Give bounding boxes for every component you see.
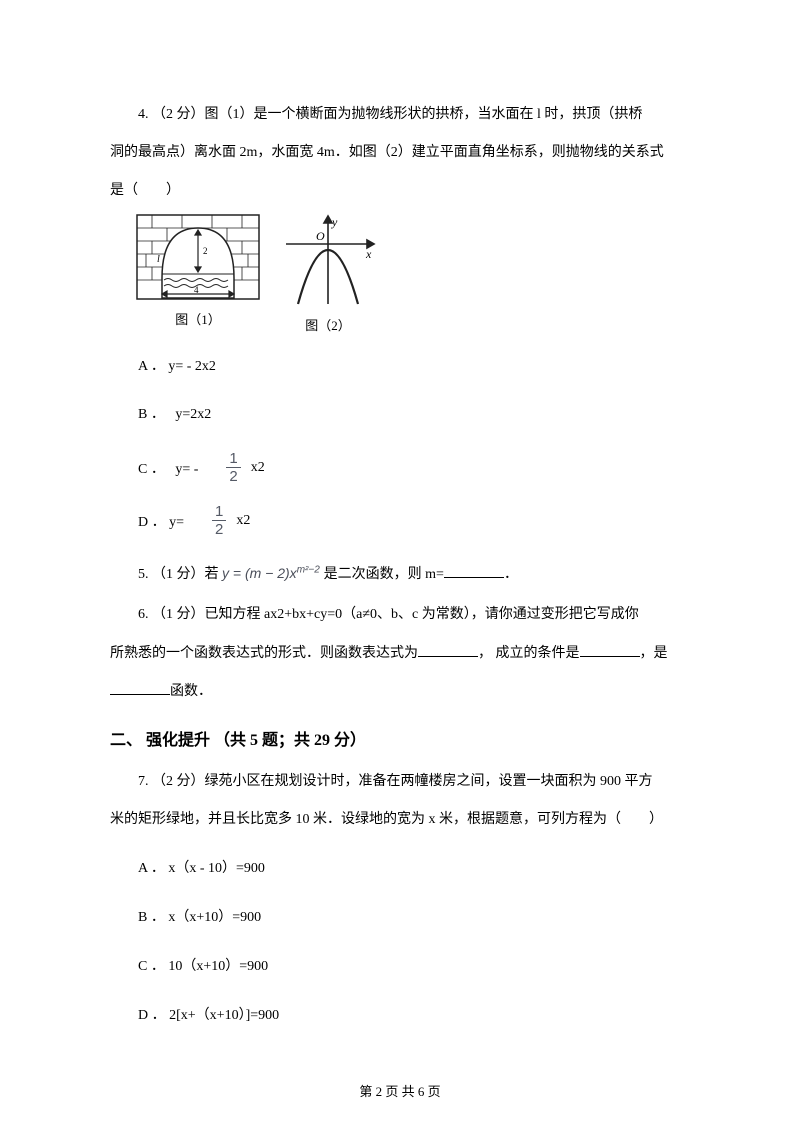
section-2-heading: 二、 强化提升 （共 5 题；共 29 分） (110, 726, 690, 750)
blank-input[interactable] (580, 643, 640, 657)
svg-text:x: x (365, 247, 372, 261)
q7-opt-a: A ． x（x - 10）=900 (110, 854, 690, 885)
q5-text: 5. （1 分）若 y = (m − 2)xm²−2 是二次函数，则 m= ． (110, 557, 690, 591)
q7-opt-c: C ． 10（x+10）=900 (110, 952, 690, 983)
q4-figures: 2 l 4 图（1） y x O 图（2） (136, 214, 690, 334)
q4-optc-tail: x2 (251, 460, 265, 476)
q4-line2: 洞的最高点）离水面 2m，水面宽 4m．如图（2）建立平面直角坐标系，则抛物线的… (110, 137, 690, 169)
q5-post: 是二次函数，则 m= (324, 567, 444, 582)
blank-input[interactable] (110, 681, 170, 695)
q4-opt-b: B ． y=2x2 (110, 400, 690, 431)
blank-input[interactable] (444, 564, 504, 578)
q4-optd-tail: x2 (236, 513, 250, 529)
q4-optc-lead: C ． y= - (138, 458, 198, 478)
q4-fig2-caption: 图（2） (278, 315, 378, 334)
q4-opt-c: C ． y= - 1 2 x2 (110, 451, 690, 484)
q4-line3: 是（ ） (110, 175, 690, 207)
q5-tail: ． (504, 567, 518, 582)
svg-text:4: 4 (194, 285, 199, 295)
svg-text:y: y (331, 215, 338, 229)
page-footer: 第 2 页 共 6 页 (0, 1081, 800, 1100)
q7-opt-d: D ． 2[x+（x+10）]=900 (110, 1001, 690, 1032)
q4-optd-lead: D ． y= (138, 511, 184, 531)
q6-line3: 函数． (110, 676, 690, 708)
q5-formula: y = (m − 2)xm²−2 (222, 565, 324, 581)
blank-input[interactable] (418, 643, 478, 657)
q6-line1: 6. （1 分）已知方程 ax2+bx+cy=0（a≠0、b、c 为常数），请你… (110, 599, 690, 631)
svg-text:2: 2 (203, 246, 208, 256)
q4-opt-d: D ． y= 1 2 x2 (110, 504, 690, 537)
q7-opt-b: B ． x（x+10）=900 (110, 903, 690, 934)
q4-figure1: 2 l 4 图（1） (136, 214, 260, 328)
svg-text:O: O (316, 229, 325, 243)
q7-line2: 米的矩形绿地，并且长比宽多 10 米．设绿地的宽为 x 米，根据题意，可列方程为… (110, 804, 690, 836)
parabola-figure: y x O (278, 214, 378, 306)
q4-line1: 4. （2 分）图（1）是一个横断面为抛物线形状的拱桥，当水面在 l 时，拱顶（… (110, 99, 690, 131)
q4-opt-a: A ． y= - 2x2 (110, 352, 690, 383)
q4-fig1-caption: 图（1） (136, 309, 260, 328)
q7-line1: 7. （2 分）绿苑小区在规划设计时，准备在两幢楼房之间，设置一块面积为 900… (110, 766, 690, 798)
frac-half-icon: 1 2 (212, 504, 226, 537)
frac-half-icon: 1 2 (226, 451, 240, 484)
q4-figure2: y x O 图（2） (278, 214, 378, 334)
q5-pre: 5. （1 分）若 (138, 567, 222, 582)
q6-line2: 所熟悉的一个函数表达式的形式．则函数表达式为， 成立的条件是，是 (110, 638, 690, 670)
bridge-figure: 2 l 4 (136, 214, 260, 300)
svg-text:l: l (157, 254, 160, 265)
